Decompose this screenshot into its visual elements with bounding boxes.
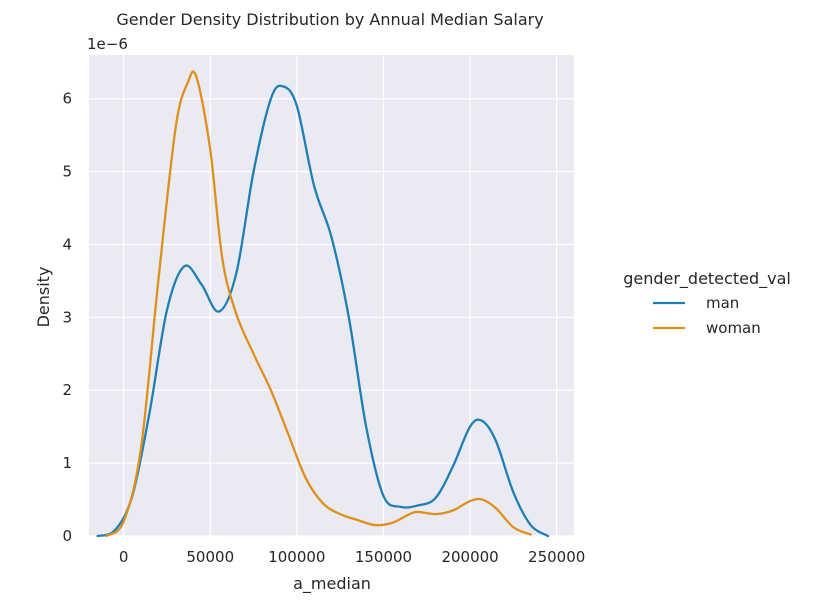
y-tick-label: 1 [62, 454, 72, 472]
plot-area [89, 55, 574, 536]
legend-label-woman: woman [706, 319, 761, 337]
y-tick-label: 0 [62, 527, 72, 545]
chart-title: Gender Density Distribution by Annual Me… [116, 10, 543, 29]
y-tick-label: 3 [62, 308, 72, 326]
x-tick-label: 150000 [355, 548, 412, 566]
y-tick-labels: 0 1 2 3 4 5 6 [62, 90, 72, 545]
y-tick-label: 4 [62, 235, 72, 253]
x-tick-label: 0 [119, 548, 129, 566]
x-axis-label: a_median [293, 574, 371, 594]
x-tick-label: 250000 [528, 548, 585, 566]
legend-label-man: man [706, 294, 739, 312]
y-offset-text: 1e−6 [87, 35, 128, 53]
x-tick-label: 50000 [186, 548, 234, 566]
series-line-woman [105, 70, 532, 538]
y-tick-label: 5 [62, 163, 72, 181]
series-layer [96, 70, 550, 538]
legend-title: gender_detected_val [623, 269, 791, 289]
y-axis-label: Density [34, 267, 53, 328]
x-tick-label: 200000 [441, 548, 498, 566]
y-tick-label: 2 [62, 381, 72, 399]
y-tick-label: 6 [62, 90, 72, 108]
x-tick-labels: 0 50000 100000 150000 200000 250000 [119, 548, 585, 566]
x-tick-label: 100000 [268, 548, 325, 566]
legend: gender_detected_val man woman [623, 269, 791, 337]
series-line-man [96, 84, 550, 538]
